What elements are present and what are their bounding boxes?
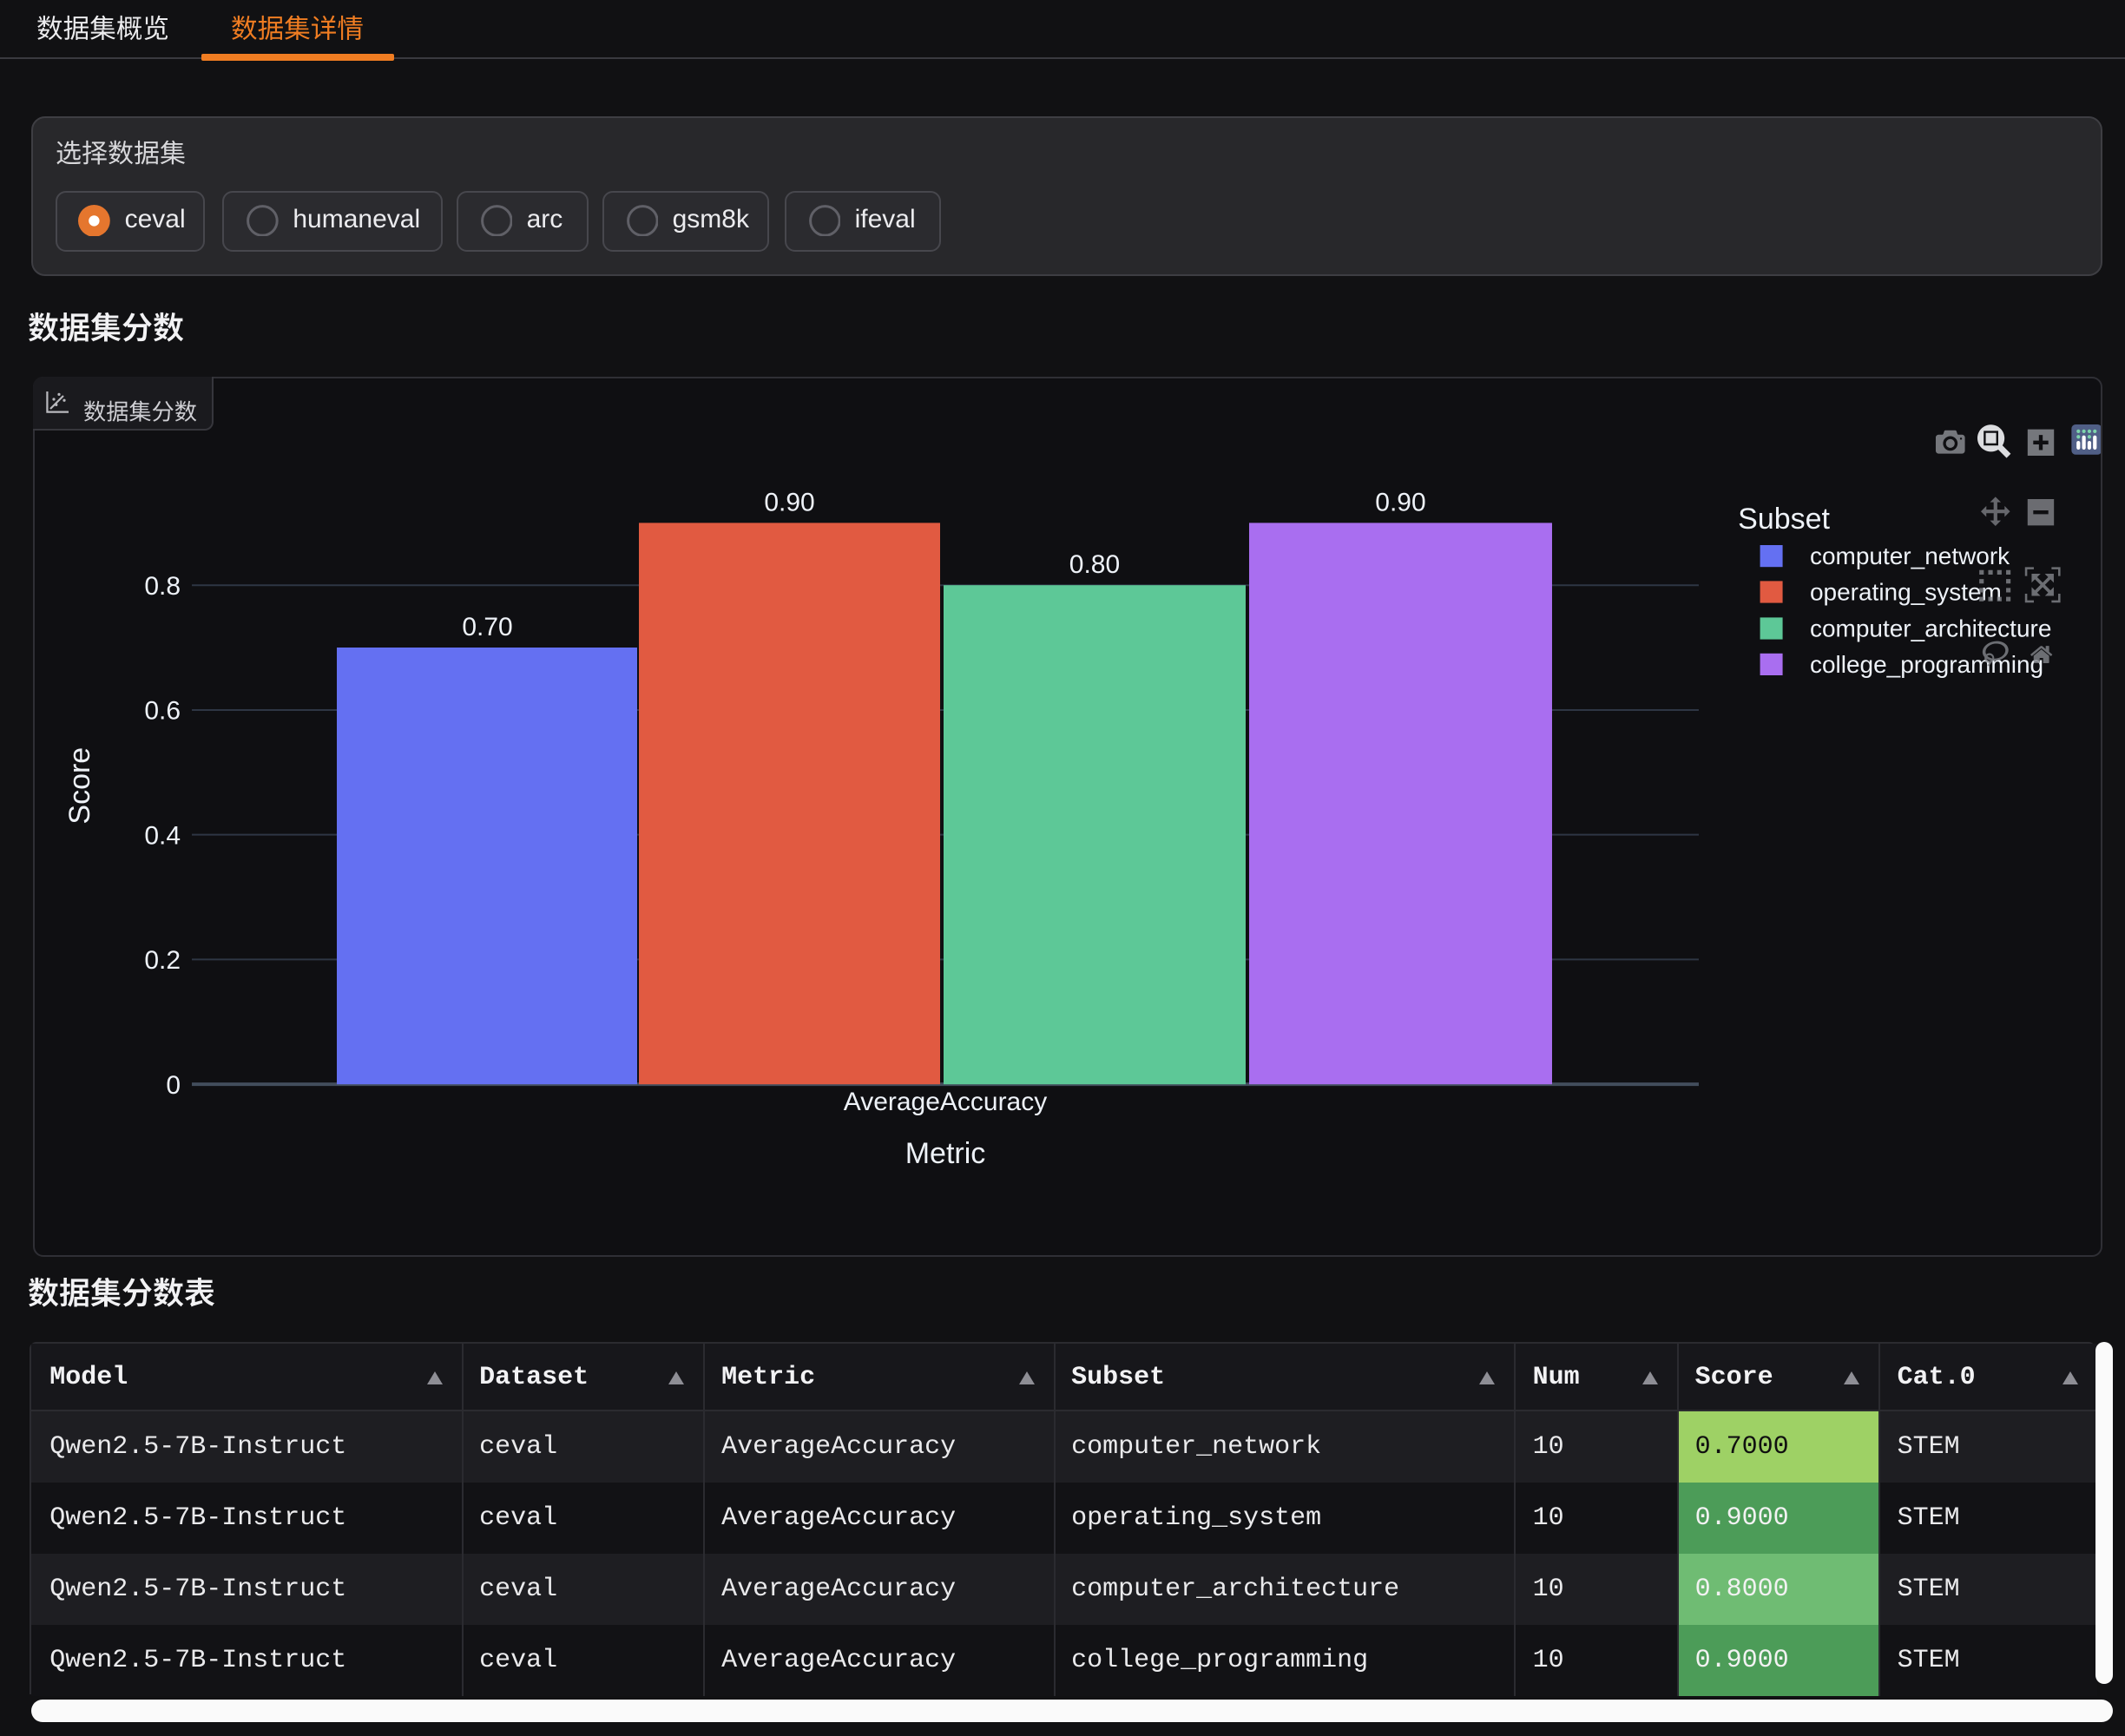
svg-text:computer_network: computer_network <box>1809 543 2010 570</box>
svg-text:0.80: 0.80 <box>1069 551 1119 580</box>
svg-text:0.70: 0.70 <box>461 614 511 642</box>
svg-text:Score: Score <box>62 748 95 825</box>
svg-text:0.6: 0.6 <box>143 697 180 726</box>
svg-text:AverageAccuracy: AverageAccuracy <box>843 1088 1046 1117</box>
svg-text:college_programming: college_programming <box>1809 652 2043 679</box>
svg-text:0.4: 0.4 <box>143 822 180 851</box>
svg-text:0.90: 0.90 <box>1374 489 1424 517</box>
svg-text:0.8: 0.8 <box>143 573 180 602</box>
svg-text:operating_system: operating_system <box>1809 579 2001 606</box>
svg-text:Subset: Subset <box>1737 503 1829 536</box>
svg-text:Metric: Metric <box>905 1138 985 1171</box>
svg-text:0: 0 <box>165 1072 180 1101</box>
svg-text:0.2: 0.2 <box>143 947 180 976</box>
svg-text:computer_architecture: computer_architecture <box>1809 615 2050 642</box>
svg-text:0.90: 0.90 <box>763 489 813 517</box>
